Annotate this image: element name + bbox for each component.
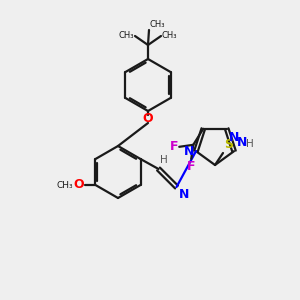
Text: H: H	[246, 139, 254, 149]
Text: CH₃: CH₃	[149, 20, 164, 29]
Text: CH₃: CH₃	[57, 181, 74, 190]
Text: CH₃: CH₃	[162, 32, 178, 40]
Text: O: O	[143, 112, 153, 125]
Text: F: F	[187, 160, 196, 173]
Text: N: N	[178, 188, 189, 201]
Text: S: S	[224, 138, 233, 151]
Text: H: H	[160, 155, 167, 165]
Text: N: N	[229, 131, 239, 144]
Text: N: N	[184, 145, 194, 158]
Text: O: O	[74, 178, 85, 191]
Text: N: N	[237, 136, 247, 149]
Text: F: F	[170, 140, 178, 153]
Text: CH₃: CH₃	[118, 32, 134, 40]
